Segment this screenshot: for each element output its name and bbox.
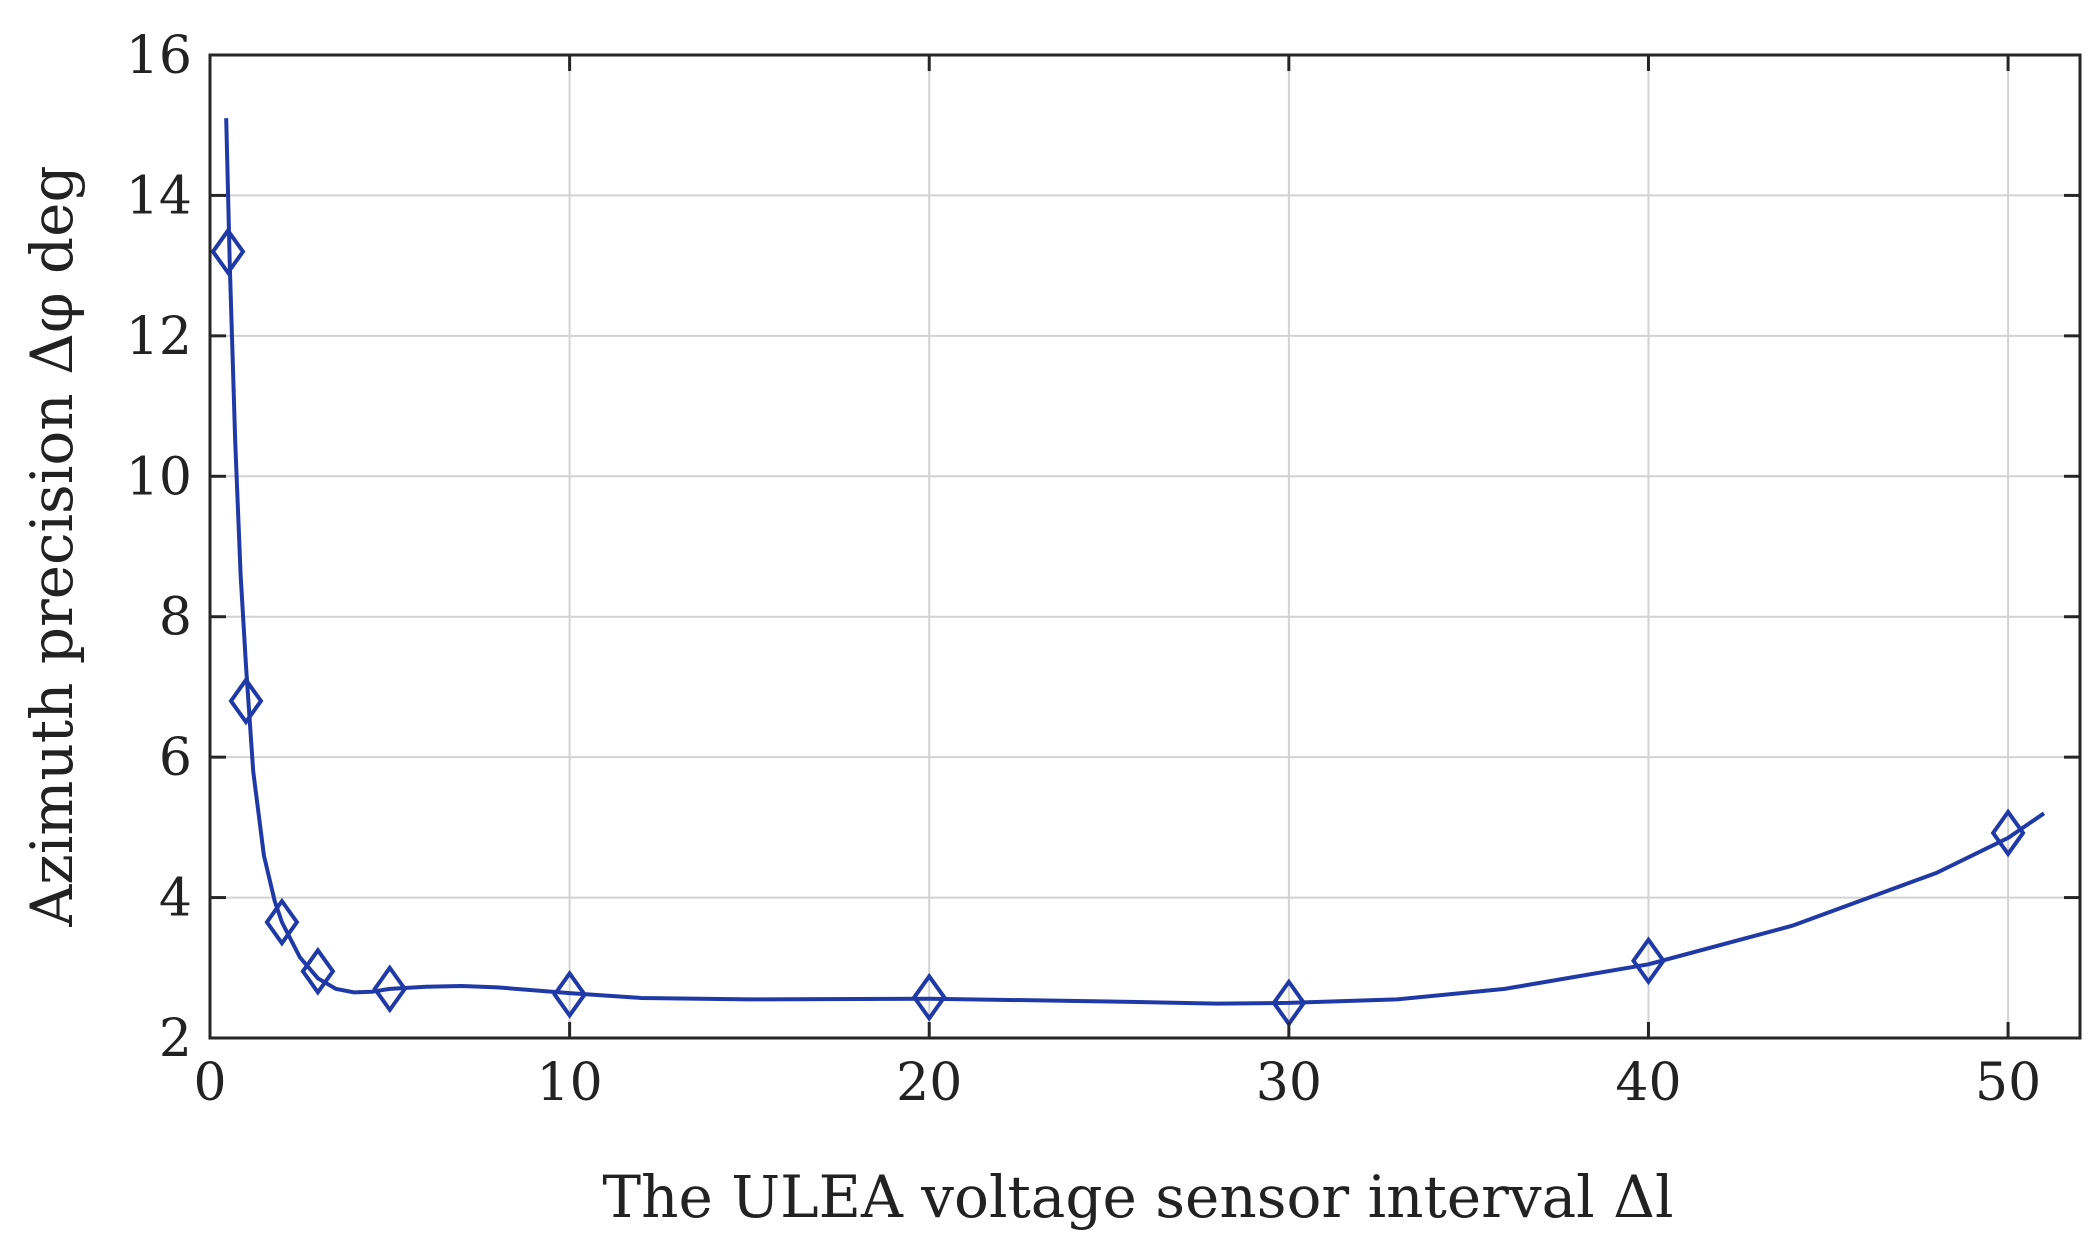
x-tick-label: 40 xyxy=(1615,1053,1681,1113)
ticks xyxy=(208,53,2080,1040)
x-tick-label: 0 xyxy=(193,1053,226,1113)
series-line-fit xyxy=(224,118,2046,1006)
y-tick-label: 8 xyxy=(159,588,192,648)
axes-frame xyxy=(208,53,2082,1040)
data-point-diamond xyxy=(228,676,264,726)
x-tick-label: 20 xyxy=(896,1053,962,1113)
tick-labels: 0 10 20 30 40 50 2 4 6 8 10 12 14 16 xyxy=(126,26,2041,1113)
y-tick-label: 6 xyxy=(159,728,192,788)
x-axis-title: The ULEA voltage sensor interval Δl xyxy=(602,1163,1673,1231)
grid xyxy=(209,54,2080,1039)
y-axis-title: Azimuth precision Δφ deg xyxy=(18,165,86,927)
data-point-diamond xyxy=(1631,936,1666,986)
y-tick-label: 2 xyxy=(159,1009,192,1069)
x-tick-label: 50 xyxy=(1975,1053,2041,1113)
data-point-diamond xyxy=(552,970,588,1019)
y-tick-label: 10 xyxy=(126,447,192,507)
data-point-diamond xyxy=(1990,808,2026,858)
y-tick-label: 12 xyxy=(126,307,192,367)
data-point-diamond xyxy=(300,946,336,996)
x-tick-label: 10 xyxy=(537,1053,603,1113)
data-point-diamond xyxy=(264,897,300,947)
y-tick-label: 16 xyxy=(126,26,192,86)
y-tick-label: 14 xyxy=(126,166,192,226)
data-point-diamond xyxy=(372,964,408,1014)
data-point-diamond xyxy=(210,227,246,277)
y-tick-label: 4 xyxy=(159,869,192,929)
series-layer xyxy=(210,118,2046,1028)
x-tick-label: 30 xyxy=(1256,1053,1322,1113)
data-point-diamond xyxy=(911,972,947,1022)
